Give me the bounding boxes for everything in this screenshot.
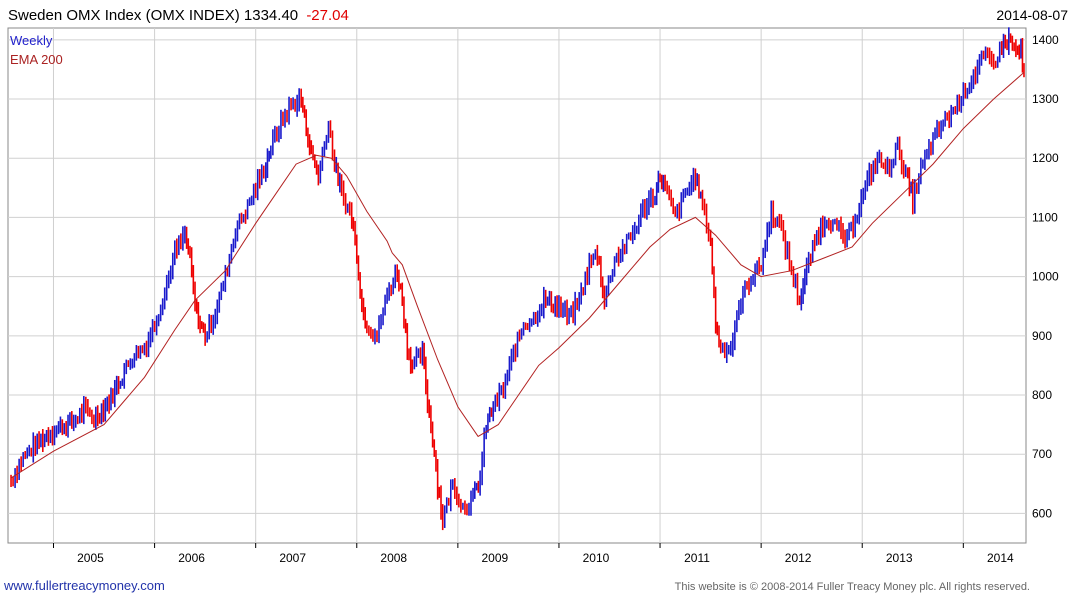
- x-tick-label: 2005: [77, 551, 104, 565]
- x-tick-label: 2008: [380, 551, 407, 565]
- y-tick-label: 1300: [1032, 92, 1059, 106]
- price-bars: [10, 27, 1025, 531]
- footer-website-link[interactable]: www.fullertreacymoney.com: [3, 578, 165, 593]
- y-tick-label: 1400: [1032, 33, 1059, 47]
- y-tick-label: 800: [1032, 388, 1052, 402]
- x-tick-label: 2009: [482, 551, 509, 565]
- chart-title: Sweden OMX Index (OMX INDEX) 1334.40 -27…: [8, 7, 349, 24]
- y-tick-label: 1100: [1032, 210, 1058, 224]
- ema-200-line: [10, 72, 1025, 479]
- x-tick-label: 2010: [583, 551, 610, 565]
- legend-weekly: Weekly: [10, 33, 53, 48]
- legend-ema: EMA 200: [10, 52, 63, 67]
- plot-area: [7, 27, 1027, 544]
- x-tick-label: 2013: [886, 551, 913, 565]
- x-tick-label: 2012: [785, 551, 812, 565]
- y-axis: 600 700 800 900 1000 1100 1200 1300 1400: [1032, 33, 1059, 521]
- change-value: -27.04: [306, 7, 349, 24]
- y-tick-label: 900: [1032, 329, 1052, 343]
- y-tick-label: 700: [1032, 447, 1052, 461]
- y-tick-label: 600: [1032, 506, 1052, 520]
- x-axis: 2005 2006 2007 2008 2009 2010 2011 2012 2013 2014: [52, 543, 1014, 565]
- x-tick-label: 2014: [987, 551, 1014, 565]
- chart-date: 2014-08-07: [996, 7, 1068, 23]
- footer-copyright: This website is © 2008-2014 Fuller Treac…: [675, 581, 1030, 593]
- x-tick-label: 2006: [178, 551, 205, 565]
- x-tick-label: 2011: [684, 551, 710, 565]
- grid-lines: [8, 28, 1026, 543]
- x-tick-label: 2007: [279, 551, 306, 565]
- y-tick-label: 1000: [1032, 270, 1059, 284]
- y-tick-label: 1200: [1032, 151, 1059, 165]
